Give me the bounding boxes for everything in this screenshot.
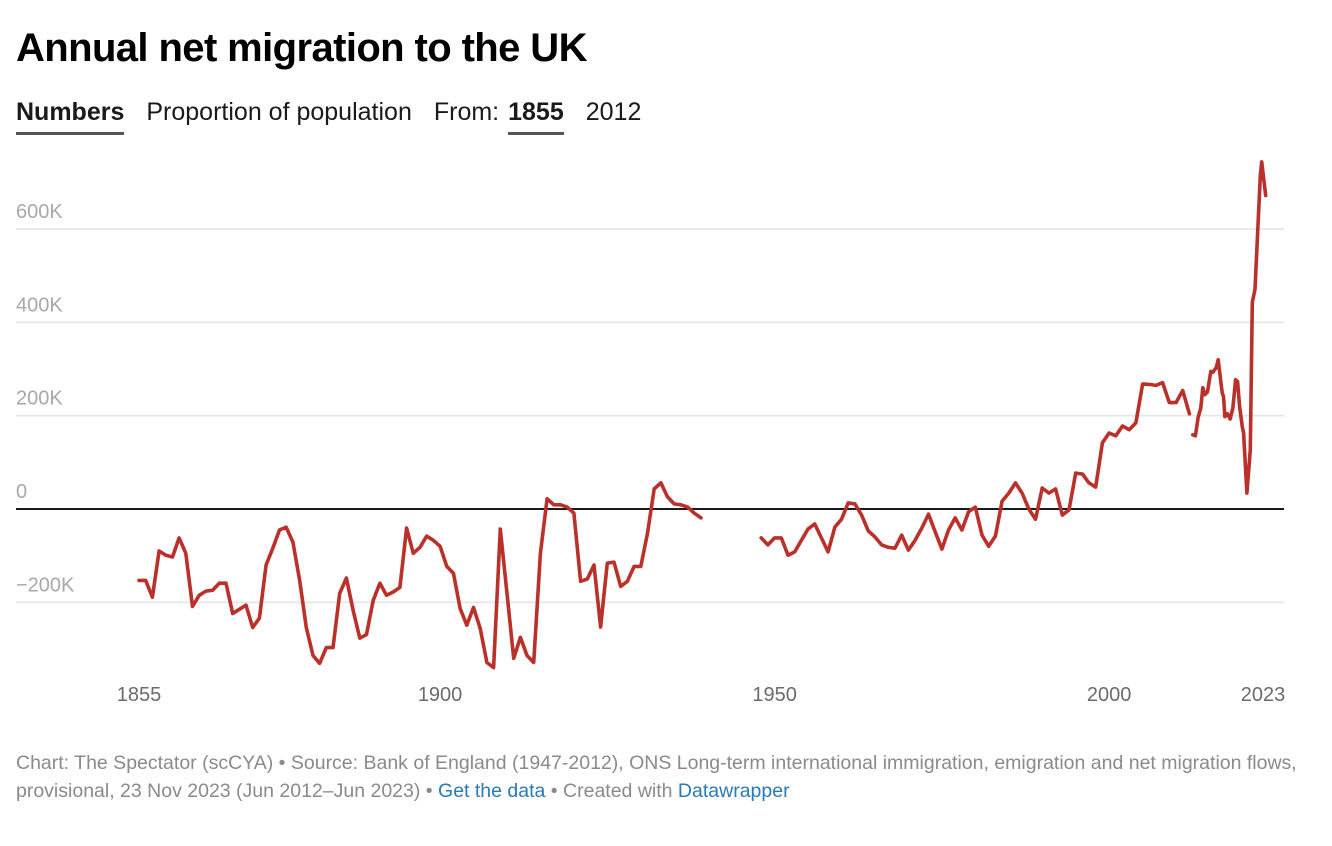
from-label: From: — [433, 98, 500, 126]
chart-title: Annual net migration to the UK — [16, 26, 587, 70]
get-data-link[interactable]: Get the data — [438, 780, 546, 802]
series-line-0-segment-0 — [137, 481, 703, 670]
y-tick-label: 0 — [16, 481, 27, 503]
datawrapper-link[interactable]: Datawrapper — [677, 780, 790, 802]
series-line-1-segment-0 — [1191, 160, 1268, 495]
y-axis-labels: −200K 0 200K 400K 600K — [16, 201, 75, 596]
line-chart: −200K 0 200K 400K 600K 1855 1900 1950 2000 2023 — [16, 160, 1286, 706]
series-lines — [137, 160, 1268, 670]
x-tick-label: 2023 — [1241, 684, 1286, 706]
y-tick-label: 200K — [16, 388, 63, 410]
chart-controls: Numbers Proportion of population From: 1… — [16, 98, 663, 135]
numbers-toggle[interactable]: Numbers — [16, 98, 125, 135]
y-tick-label: −200K — [16, 574, 75, 596]
created-with-text: • Created with — [545, 780, 678, 802]
chart-footer: Chart: The Spectator (scCYA) • Source: B… — [16, 749, 1306, 805]
x-tick-label: 1950 — [752, 684, 797, 706]
gridlines — [16, 228, 1284, 604]
x-tick-label: 1900 — [418, 684, 463, 706]
x-tick-label: 2000 — [1087, 684, 1132, 706]
x-axis-labels: 1855 1900 1950 2000 2023 — [117, 684, 1286, 706]
y-tick-label: 400K — [16, 294, 63, 316]
x-tick-label: 1855 — [117, 684, 162, 706]
source-credit: Chart: The Spectator (scCYA) • Source: B… — [16, 752, 1297, 802]
proportion-toggle[interactable]: Proportion of population — [146, 98, 412, 126]
series-line-0-segment-1 — [759, 380, 1192, 557]
from-1855-toggle[interactable]: 1855 — [508, 98, 564, 135]
from-2012-toggle[interactable]: 2012 — [585, 98, 642, 126]
y-tick-label: 600K — [16, 201, 63, 223]
